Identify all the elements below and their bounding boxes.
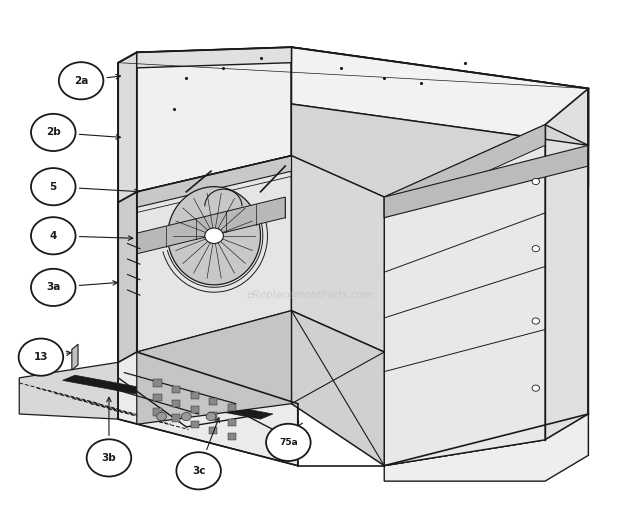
Text: 13: 13 xyxy=(33,352,48,362)
Circle shape xyxy=(181,412,191,421)
Circle shape xyxy=(87,439,131,477)
Polygon shape xyxy=(291,47,588,146)
Circle shape xyxy=(31,114,76,151)
Text: 3a: 3a xyxy=(46,282,61,293)
Circle shape xyxy=(205,228,223,243)
Circle shape xyxy=(532,318,539,324)
Circle shape xyxy=(532,246,539,252)
Polygon shape xyxy=(291,156,384,352)
Circle shape xyxy=(31,168,76,205)
Polygon shape xyxy=(545,89,588,440)
Text: 2a: 2a xyxy=(74,76,88,86)
Polygon shape xyxy=(137,197,285,254)
Bar xyxy=(228,419,236,426)
Circle shape xyxy=(31,269,76,306)
Bar xyxy=(154,394,162,401)
Bar xyxy=(172,385,180,393)
Polygon shape xyxy=(384,125,545,466)
Text: 4: 4 xyxy=(50,231,57,241)
Polygon shape xyxy=(384,146,588,218)
Bar xyxy=(190,421,198,428)
Text: 5: 5 xyxy=(50,182,57,192)
Polygon shape xyxy=(137,391,273,419)
Bar xyxy=(190,392,198,399)
Bar xyxy=(228,433,236,440)
Bar xyxy=(154,379,162,386)
Text: 75a: 75a xyxy=(279,438,298,447)
Polygon shape xyxy=(384,414,588,481)
Bar xyxy=(209,412,217,420)
Ellipse shape xyxy=(168,186,260,285)
Circle shape xyxy=(19,339,63,376)
Circle shape xyxy=(31,217,76,254)
Polygon shape xyxy=(291,311,384,466)
Bar xyxy=(190,406,198,413)
Circle shape xyxy=(157,412,167,421)
Circle shape xyxy=(266,424,311,461)
Polygon shape xyxy=(137,47,291,192)
Polygon shape xyxy=(19,362,118,419)
Circle shape xyxy=(532,178,539,184)
Bar xyxy=(154,408,162,415)
Polygon shape xyxy=(384,125,545,218)
Polygon shape xyxy=(118,52,137,202)
Polygon shape xyxy=(118,192,137,362)
Text: 3c: 3c xyxy=(192,466,205,476)
Bar xyxy=(228,404,236,411)
Text: 2b: 2b xyxy=(46,127,61,137)
Polygon shape xyxy=(137,47,291,68)
Text: eReplacementParts.com: eReplacementParts.com xyxy=(246,290,374,300)
Polygon shape xyxy=(291,104,588,466)
Bar xyxy=(209,398,217,405)
Polygon shape xyxy=(118,192,298,466)
Polygon shape xyxy=(137,156,291,207)
Polygon shape xyxy=(137,311,291,424)
Bar xyxy=(209,427,217,434)
Text: 3b: 3b xyxy=(102,453,117,463)
Polygon shape xyxy=(63,375,186,401)
Bar xyxy=(172,400,180,407)
Polygon shape xyxy=(137,156,291,352)
Circle shape xyxy=(206,412,216,421)
Polygon shape xyxy=(72,344,78,370)
Circle shape xyxy=(532,385,539,391)
Bar xyxy=(172,414,180,422)
Polygon shape xyxy=(291,47,588,186)
Circle shape xyxy=(176,452,221,490)
Circle shape xyxy=(59,62,104,99)
